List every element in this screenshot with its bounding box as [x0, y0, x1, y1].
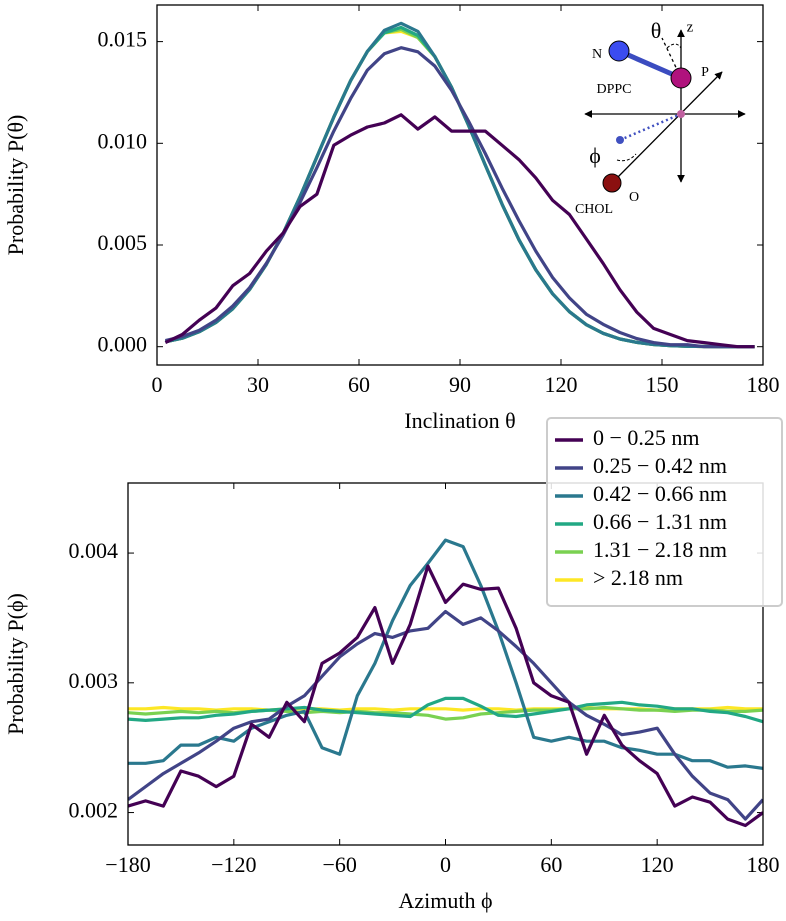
- legend-label: 0.66 − 1.31 nm: [593, 509, 727, 534]
- legend-label: 1.31 − 2.18 nm: [593, 537, 727, 562]
- legend-label: 0.42 − 0.66 nm: [593, 481, 727, 506]
- series-line: [165, 46, 755, 349]
- atom-n: [608, 40, 630, 62]
- x-tick-label: 120: [545, 372, 578, 397]
- x-tick-label: 0: [152, 372, 163, 397]
- y-axis-label: Probability P(θ): [3, 115, 28, 256]
- x-tick-label: 180: [747, 852, 780, 877]
- y-tick-label: 0.003: [69, 668, 119, 693]
- x-axis-label: Inclination θ: [404, 408, 515, 433]
- y-tick-label: 0.004: [69, 538, 119, 563]
- x-tick-label: 60: [348, 372, 370, 397]
- series-line: [128, 609, 763, 821]
- series-line: [128, 538, 763, 770]
- x-axis-label: Azimuth ϕ: [398, 888, 492, 913]
- series-line: [164, 113, 755, 349]
- x-tick-label: 150: [646, 372, 679, 397]
- atom-o: [602, 173, 622, 193]
- inset-label: θ: [651, 18, 662, 43]
- plot-area: [128, 538, 763, 828]
- x-tick-label: 90: [449, 372, 471, 397]
- series-line: [165, 25, 755, 349]
- inset-label: DPPC: [596, 82, 631, 97]
- atom-dot: [616, 136, 624, 144]
- y-tick-label: 0.015: [98, 27, 148, 52]
- x-tick-label: −180: [105, 852, 150, 877]
- legend-box: [546, 417, 783, 607]
- plot-area: [164, 21, 755, 349]
- legend: 0 − 0.25 nm 0.25 − 0.42 nm 0.42 − 0.66 nm 0…: [546, 417, 783, 607]
- inset-line: [619, 112, 682, 142]
- axes-frame: [127, 482, 764, 846]
- atom-p: [670, 67, 692, 89]
- y-tick-label: 0.000: [98, 332, 148, 357]
- inset-arc: [616, 153, 637, 162]
- series-line: [165, 27, 755, 349]
- axes-frame: [156, 4, 764, 366]
- inset-label: O: [629, 190, 639, 205]
- inset-line: [618, 48, 682, 81]
- inset-label: CHOL: [575, 202, 613, 217]
- inset-line: [611, 71, 723, 184]
- atom-dot: [677, 110, 685, 118]
- legend-label: > 2.18 nm: [593, 565, 683, 590]
- inset-label: P: [701, 65, 709, 80]
- series-line: [128, 696, 763, 724]
- x-tick-label: 180: [747, 372, 780, 397]
- inset-label: N: [592, 47, 602, 62]
- x-tick-label: 0: [440, 852, 451, 877]
- x-tick-label: −60: [322, 852, 356, 877]
- inset-label: ϕ: [589, 143, 601, 168]
- y-tick-label: 0.010: [98, 128, 148, 153]
- inset-arc: [666, 43, 682, 49]
- series-line: [128, 564, 763, 828]
- y-tick-label: 0.005: [98, 230, 148, 255]
- legend-label: 0 − 0.25 nm: [593, 425, 700, 450]
- inset-diagram: θ z N P DPPC ϕ O CHOL: [575, 18, 746, 217]
- x-tick-label: 30: [247, 372, 269, 397]
- inset-label: z: [687, 19, 694, 35]
- y-axis-label: Probability P(ϕ): [3, 593, 28, 735]
- x-tick-label: −120: [211, 852, 256, 877]
- x-tick-label: 60: [540, 852, 562, 877]
- legend-label: 0.25 − 0.42 nm: [593, 453, 727, 478]
- y-tick-label: 0.002: [69, 798, 119, 823]
- x-tick-label: 120: [641, 852, 674, 877]
- series-line: [165, 29, 755, 349]
